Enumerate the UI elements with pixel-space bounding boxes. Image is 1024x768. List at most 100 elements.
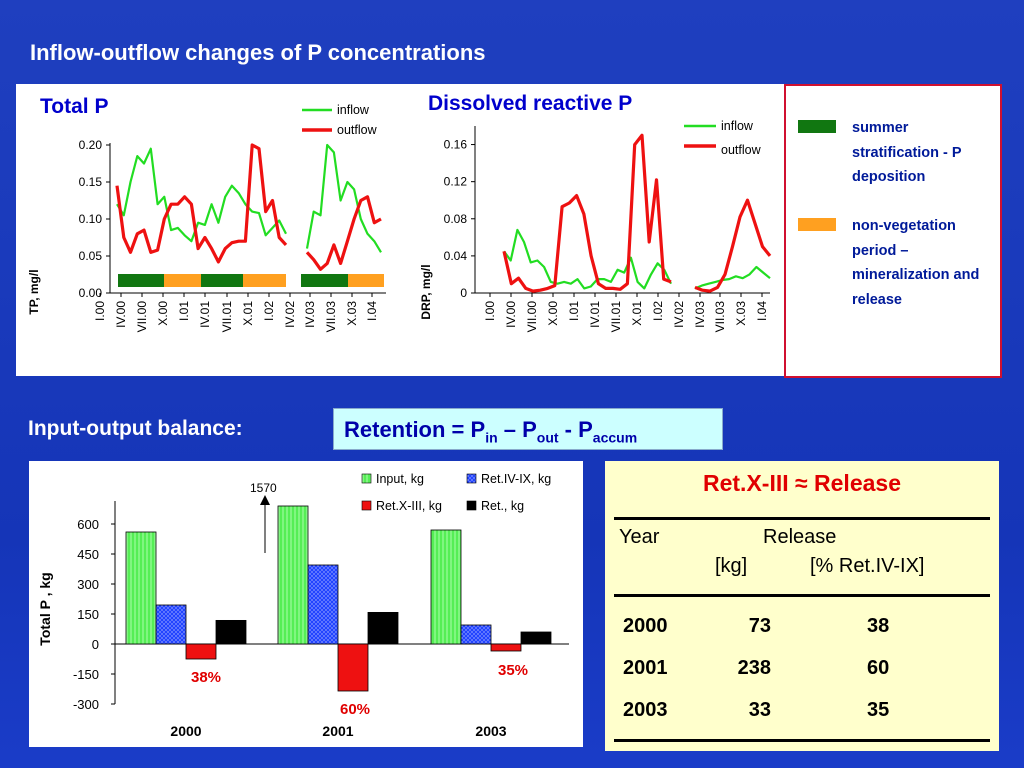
- tp-xtick-label: IV.00: [114, 301, 128, 328]
- drp-title: Dissolved reactive P: [428, 92, 632, 115]
- bar-category-label: 2000: [170, 723, 201, 739]
- bar-legend-label: Ret.X-III, kg: [376, 499, 442, 513]
- drp-legend-outflow: outflow: [721, 143, 762, 157]
- period-legend: summer stratification - P deposition non…: [784, 84, 1002, 378]
- bar-ytick-label: 0: [92, 637, 99, 652]
- tp-period-summer: [201, 274, 243, 287]
- bar-category-label: 2003: [475, 723, 506, 739]
- bar-legend-label: Ret.IV-IX, kg: [481, 472, 551, 486]
- tp-period-summer: [118, 274, 164, 287]
- bar-ytick-label: 150: [77, 607, 99, 622]
- bar-ylabel: Total P , kg: [37, 572, 53, 645]
- drp-inflow-line: [503, 228, 672, 290]
- line-charts-svg: Total P TP, mg/l 0.00 0.05 0.10 0.15 0.20 I.…: [27, 92, 772, 333]
- tp-ytick-label: 0.05: [79, 249, 103, 263]
- formula-sub-accum: accum: [592, 429, 638, 446]
- drp-outflow-line: [502, 133, 672, 293]
- tp-xtick-label: I.02: [262, 301, 276, 321]
- drp-xtick-label: IV.02: [672, 301, 686, 328]
- tp-title: Total P: [40, 95, 108, 118]
- drp-ylabel: DRP, mg/l: [419, 264, 433, 319]
- table-header-rule: [614, 594, 990, 597]
- drp-xtick-label: VII.01: [609, 301, 623, 333]
- release-title: Ret.X-III ≈ Release: [703, 470, 901, 496]
- bar-pct-label: 35%: [498, 662, 528, 679]
- drp-legend-inflow: inflow: [721, 119, 754, 133]
- tp-period-nonveg: [348, 274, 384, 287]
- tp-xtick-label: I.04: [365, 301, 379, 321]
- drp-xtick-label: VII.00: [525, 301, 539, 333]
- table-top-rule: [614, 517, 990, 520]
- bar-legend-swatch: [466, 500, 477, 511]
- bar-pct-label: 60%: [340, 701, 370, 718]
- bar-category-label: 2001: [322, 723, 353, 739]
- clip-note: 1570: [250, 481, 277, 495]
- tp-xtick-label: IV.03: [303, 301, 317, 328]
- bar-legend-label: Ret., kg: [481, 499, 524, 513]
- tp-xtick-label: X.01: [241, 301, 255, 326]
- slide-title: Inflow-outflow changes of P concentratio…: [30, 40, 486, 65]
- header-year: Year: [619, 526, 660, 548]
- drp-xtick-label: I.04: [755, 301, 769, 321]
- nonveg-text: non-vegetation period – mineralization a…: [852, 218, 980, 308]
- bar-legend-label: Input, kg: [376, 472, 424, 486]
- release-cell-pct: 35: [867, 699, 890, 721]
- bar-pct-label: 38%: [191, 669, 221, 686]
- bar-ytick-label: 450: [77, 547, 99, 562]
- bar-2001-0: [277, 505, 309, 645]
- bar-2001-1: [307, 564, 339, 645]
- bar-2000-1: [155, 604, 187, 645]
- bar-ytick-label: -300: [73, 697, 99, 712]
- bar-2000-3: [215, 619, 247, 645]
- tp-xtick-label: VII.03: [324, 301, 338, 333]
- bar-2003-3: [520, 631, 552, 645]
- bar-2001-3: [367, 611, 399, 645]
- release-panel: Ret.X-III ≈ Release Year Release [kg] [%…: [605, 461, 999, 751]
- header-release: Release: [763, 526, 837, 548]
- tp-xtick-label: X.00: [156, 301, 170, 326]
- drp-xtick-label: IV.03: [693, 301, 707, 328]
- tp-xtick-label: I.01: [177, 301, 191, 321]
- drp-outflow-line: [694, 198, 772, 293]
- bar-2003-0: [430, 529, 462, 645]
- drp-xtick-label: IV.00: [504, 301, 518, 328]
- release-cell-kg: 238: [737, 657, 771, 679]
- formula-sub-out: out: [536, 429, 559, 446]
- formula-minus: - P: [558, 417, 593, 442]
- bar-ytick-label: 300: [77, 577, 99, 592]
- tp-xtick-label: IV.01: [198, 301, 212, 328]
- drp-xtick-label: VII.03: [713, 301, 727, 333]
- tp-inflow-line: [116, 147, 287, 243]
- tp-outflow-line: [115, 143, 288, 264]
- drp-xtick-label: I.01: [567, 301, 581, 321]
- bar-2003-2: [490, 643, 522, 652]
- tp-outflow-line: [305, 195, 382, 271]
- summer-text: summer stratification - P deposition: [852, 120, 962, 185]
- drp-xtick-label: I.02: [651, 301, 665, 321]
- tp-xtick-label: I.00: [93, 301, 107, 321]
- bar-panel: Total P , kg 600 450 300 150 0 -150 -300 2000 2…: [29, 461, 583, 747]
- tp-xtick-label: IV.02: [283, 301, 297, 328]
- table-bottom-rule: [614, 739, 990, 742]
- tp-ytick-label: 0.15: [79, 175, 103, 189]
- tp-ylabel: TP, mg/l: [27, 269, 41, 314]
- tp-period-nonveg: [243, 274, 286, 287]
- drp-ytick-label: 0: [460, 286, 467, 300]
- header-kg: [kg]: [715, 555, 748, 577]
- tp-xtick-label: X.03: [345, 301, 359, 326]
- bar-2000-0: [125, 531, 157, 645]
- release-cell-kg: 33: [748, 699, 771, 721]
- bar-ytick-label: -150: [73, 667, 99, 682]
- tp-legend-inflow: inflow: [337, 103, 370, 117]
- drp-ytick-label: 0.04: [444, 249, 468, 263]
- drp-xtick-label: X.03: [734, 301, 748, 326]
- bar-legend-swatch: [466, 473, 477, 484]
- tp-period-summer: [301, 274, 348, 287]
- bar-legend-swatch: [361, 473, 372, 484]
- release-cell-kg: 73: [748, 615, 771, 637]
- tp-legend-outflow: outflow: [337, 123, 378, 137]
- tp-xtick-label: VII.00: [135, 301, 149, 333]
- bar-2003-1: [460, 624, 492, 645]
- top-panel: Total P TP, mg/l 0.00 0.05 0.10 0.15 0.20 I.…: [16, 84, 1002, 378]
- formula-sub-in: in: [485, 429, 498, 446]
